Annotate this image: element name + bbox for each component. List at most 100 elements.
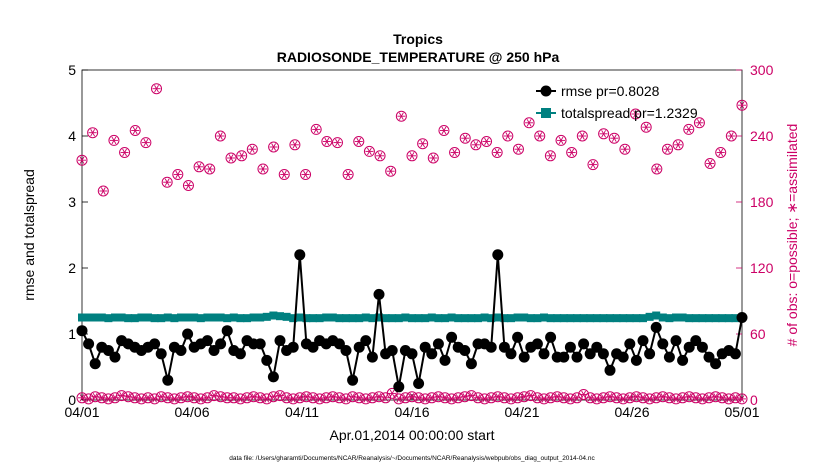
possible-obs-series bbox=[76, 83, 748, 197]
obs-star-stroke bbox=[633, 110, 638, 118]
totalspread-point bbox=[533, 314, 542, 323]
obs-circle bbox=[704, 158, 716, 169]
obs-star-stroke bbox=[207, 165, 213, 173]
obs-circle bbox=[446, 393, 458, 405]
y2-tick-label: 240 bbox=[750, 128, 774, 144]
rmse-point bbox=[505, 348, 517, 360]
totalspread-point bbox=[698, 314, 707, 323]
possible-obs-point bbox=[108, 134, 120, 146]
totalspread-point bbox=[361, 313, 370, 322]
obs-circle bbox=[555, 134, 567, 146]
possible-obs-point bbox=[151, 83, 163, 95]
obs-star-stroke bbox=[175, 170, 181, 179]
possible-obs-low-point bbox=[604, 391, 616, 403]
possible-obs-low-point bbox=[155, 391, 167, 403]
possible-obs-point bbox=[704, 158, 716, 169]
totalspread-point bbox=[348, 314, 357, 323]
obs-circle bbox=[677, 392, 689, 404]
totalspread-series bbox=[78, 311, 746, 323]
obs-circle bbox=[248, 391, 260, 403]
obs-circle bbox=[703, 392, 715, 404]
possible-obs-point bbox=[257, 163, 269, 175]
obs-circle bbox=[564, 393, 576, 405]
obs-star-stroke bbox=[475, 394, 481, 402]
obs-circle bbox=[116, 390, 128, 402]
obs-circle bbox=[432, 391, 444, 403]
totalspread-point bbox=[546, 314, 555, 323]
totalspread-point bbox=[678, 313, 687, 322]
obs-circle bbox=[651, 163, 663, 175]
totalspread-point bbox=[507, 314, 515, 323]
obs-circle bbox=[215, 391, 227, 403]
obs-circle bbox=[438, 125, 450, 136]
y2-tick-label: 60 bbox=[750, 326, 766, 342]
obs-circle bbox=[188, 392, 200, 404]
obs-circle bbox=[406, 150, 418, 162]
possible-obs-point bbox=[140, 137, 152, 149]
rmse-point bbox=[182, 328, 194, 340]
obs-circle bbox=[307, 392, 319, 404]
obs-star-stroke bbox=[145, 394, 151, 402]
totalspread-point bbox=[658, 313, 667, 322]
obs-star-stroke bbox=[561, 394, 567, 402]
possible-obs-point bbox=[459, 132, 471, 144]
totalspread-point bbox=[249, 313, 258, 322]
obs-star-stroke bbox=[601, 130, 607, 138]
obs-star-stroke bbox=[516, 145, 521, 153]
obs-circle bbox=[470, 139, 482, 151]
rmse-point bbox=[657, 338, 669, 350]
obs-circle bbox=[661, 143, 673, 155]
rmse-point bbox=[538, 348, 550, 360]
totalspread-point bbox=[685, 314, 694, 323]
totalspread-point bbox=[368, 314, 377, 323]
totalspread-point bbox=[592, 314, 601, 323]
obs-circle bbox=[558, 392, 570, 404]
totalspread-point bbox=[177, 313, 185, 322]
possible-obs-point bbox=[161, 176, 173, 188]
obs-circle bbox=[87, 127, 99, 139]
rmse-point bbox=[221, 325, 233, 337]
obs-circle bbox=[502, 130, 514, 142]
rmse-point bbox=[162, 374, 174, 386]
obs-circle bbox=[333, 392, 345, 404]
totalspread-point bbox=[434, 314, 443, 323]
obs-star-stroke bbox=[409, 393, 415, 401]
totalspread-point bbox=[672, 313, 680, 322]
obs-star-stroke bbox=[436, 393, 441, 401]
possible-obs-point bbox=[438, 125, 450, 136]
y-axis-left-label: rmse and totalspread bbox=[21, 169, 37, 301]
totalspread-point bbox=[203, 313, 212, 322]
possible-obs-low-point bbox=[300, 391, 312, 403]
totalspread-point bbox=[573, 314, 581, 323]
legend-rmse-marker bbox=[540, 85, 552, 97]
obs-star-stroke bbox=[367, 147, 372, 156]
totalspread-point bbox=[401, 313, 410, 322]
rmse-point bbox=[597, 348, 609, 360]
possible-obs-point bbox=[321, 136, 333, 147]
obs-circle bbox=[236, 150, 248, 162]
totalspread-point bbox=[130, 314, 139, 323]
rmse-point bbox=[663, 351, 675, 363]
totalspread-point bbox=[454, 314, 463, 323]
totalspread-point bbox=[606, 314, 614, 323]
possible-obs-point bbox=[427, 152, 439, 164]
totalspread-point bbox=[467, 314, 476, 323]
obs-circle bbox=[320, 392, 332, 404]
obs-circle bbox=[278, 169, 290, 180]
rmse-point bbox=[406, 348, 418, 360]
obs-circle bbox=[300, 169, 312, 180]
rmse-point bbox=[512, 331, 524, 343]
obs-circle bbox=[617, 393, 629, 405]
obs-circle bbox=[321, 136, 333, 147]
y-tick-label: 0 bbox=[68, 392, 76, 408]
obs-star-stroke bbox=[452, 148, 457, 157]
obs-star-stroke bbox=[119, 391, 124, 400]
rmse-point bbox=[465, 358, 477, 370]
possible-obs-low-point bbox=[386, 387, 398, 399]
obs-star-stroke bbox=[388, 167, 394, 175]
obs-circle bbox=[331, 137, 343, 149]
possible-obs-point bbox=[268, 141, 280, 153]
obs-circle bbox=[439, 392, 451, 404]
totalspread-point bbox=[540, 313, 548, 322]
obs-circle bbox=[327, 391, 339, 403]
